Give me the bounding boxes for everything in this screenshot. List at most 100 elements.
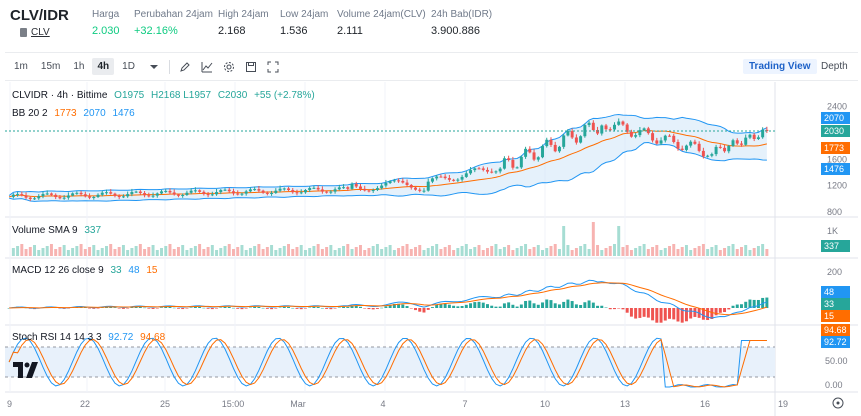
candle-body	[37, 196, 41, 199]
macd-hist-bar	[253, 306, 257, 308]
candle-body	[519, 156, 523, 168]
macd-hist-bar	[126, 308, 130, 309]
timeframe-15m[interactable]: 15m	[40, 61, 61, 72]
candle-body	[206, 194, 210, 196]
candle-body	[282, 188, 286, 190]
macd-hist-bar	[604, 307, 608, 309]
candle-body	[193, 190, 197, 192]
candle-body	[240, 193, 244, 195]
timeframe-4h[interactable]: 4h	[92, 58, 115, 75]
volume-bar	[456, 248, 460, 256]
candle-body	[223, 189, 227, 191]
legend-volume: Volume SMA 9 337	[12, 225, 105, 236]
volume-bar	[680, 247, 684, 256]
volume-bar	[100, 248, 104, 256]
macd-hist-bar	[515, 306, 519, 308]
candle-body	[435, 176, 439, 179]
auto-scale-icon[interactable]	[831, 396, 845, 410]
macd-hist-bar	[583, 302, 587, 308]
macd-hist-bar	[439, 303, 443, 308]
timeframe-1h[interactable]: 1h	[73, 61, 85, 72]
stoch-tick: 0.00	[825, 380, 843, 390]
legend-stoch-d: 94.68	[140, 332, 166, 343]
candle-body	[45, 193, 49, 195]
macd-hist-bar	[278, 307, 282, 309]
candle-body	[536, 157, 540, 160]
settings-icon[interactable]	[218, 57, 240, 77]
candle-body	[507, 158, 511, 161]
volume-bar	[545, 248, 549, 256]
volume-bar	[210, 245, 214, 256]
timeframe-1m[interactable]: 1m	[14, 61, 28, 72]
macd-hist-bar	[706, 308, 710, 321]
volume-bar	[629, 250, 633, 256]
volume-bar	[261, 249, 265, 256]
price-label: 1773	[824, 143, 844, 153]
volume-bar	[126, 250, 130, 256]
candle-body	[740, 143, 743, 145]
candle-body	[460, 176, 464, 180]
macd-hist-bar	[270, 308, 274, 310]
volume-bar	[316, 244, 320, 256]
volume-bar	[655, 245, 659, 256]
volume-bar	[439, 249, 443, 256]
volume-bar	[299, 245, 303, 256]
candle-body	[469, 170, 473, 174]
candle-body	[668, 135, 671, 137]
chevron-down-icon[interactable]	[143, 57, 165, 77]
macd-hist-bar	[295, 308, 299, 309]
macd-hist-bar	[731, 305, 735, 308]
time-tick: 25	[160, 399, 170, 409]
volume-bar	[45, 246, 49, 256]
macd-hist-bar	[261, 307, 265, 309]
macd-hist-bar	[744, 301, 748, 308]
coin-link-label: CLV	[31, 27, 50, 38]
bb-upper-line	[8, 114, 768, 196]
volume-bar	[676, 249, 680, 256]
macd-hist-bar	[92, 308, 96, 309]
pencil-icon[interactable]	[174, 57, 196, 77]
indicator-icon[interactable]	[196, 57, 218, 77]
volume-bar	[553, 244, 557, 256]
volume-bar	[138, 244, 142, 256]
stoch-label: 94.68	[824, 325, 847, 335]
candle-body	[735, 140, 739, 144]
fullscreen-icon[interactable]	[262, 57, 284, 77]
volume-bar	[88, 247, 92, 256]
volume-bar	[541, 250, 544, 256]
macd-hist-bar	[748, 299, 752, 308]
candle-body	[748, 134, 752, 138]
tradingview-logo[interactable]	[13, 362, 39, 382]
candle-body	[490, 171, 494, 173]
timeframe-1d[interactable]: 1D	[122, 61, 135, 72]
tab-trading-view[interactable]: Trading View	[743, 59, 817, 74]
candle-body	[545, 139, 549, 147]
volume-bar	[371, 246, 375, 256]
save-icon[interactable]	[240, 57, 262, 77]
candle-body	[113, 193, 117, 196]
candle-body	[456, 179, 460, 181]
candle-body	[71, 193, 75, 196]
volume-bar	[684, 245, 688, 256]
volume-bar	[430, 246, 434, 256]
candle-body	[11, 194, 15, 197]
macd-hist-bar	[659, 308, 663, 323]
volume-bar	[651, 247, 655, 256]
coin-link[interactable]: CLV	[20, 27, 50, 38]
volume-bar	[600, 250, 604, 256]
volume-bar	[591, 222, 595, 256]
tab-depth[interactable]: Depth	[821, 61, 848, 72]
macd-hist-bar	[299, 308, 303, 310]
volume-bar	[312, 246, 316, 256]
candle-body	[642, 128, 646, 131]
candle-body	[452, 179, 456, 181]
candle-body	[172, 192, 176, 195]
macd-hist-bar	[718, 308, 722, 313]
price-chart[interactable]: 24001600120080020702030177314761K3372001…	[5, 82, 858, 416]
volume-bar	[511, 250, 515, 256]
candle-body	[49, 193, 53, 195]
macd-label: 48	[824, 287, 834, 297]
chart-area[interactable]: 24001600120080020702030177314761K3372001…	[5, 82, 858, 416]
volume-bar	[219, 248, 223, 256]
macd-hist-bar	[176, 308, 180, 309]
